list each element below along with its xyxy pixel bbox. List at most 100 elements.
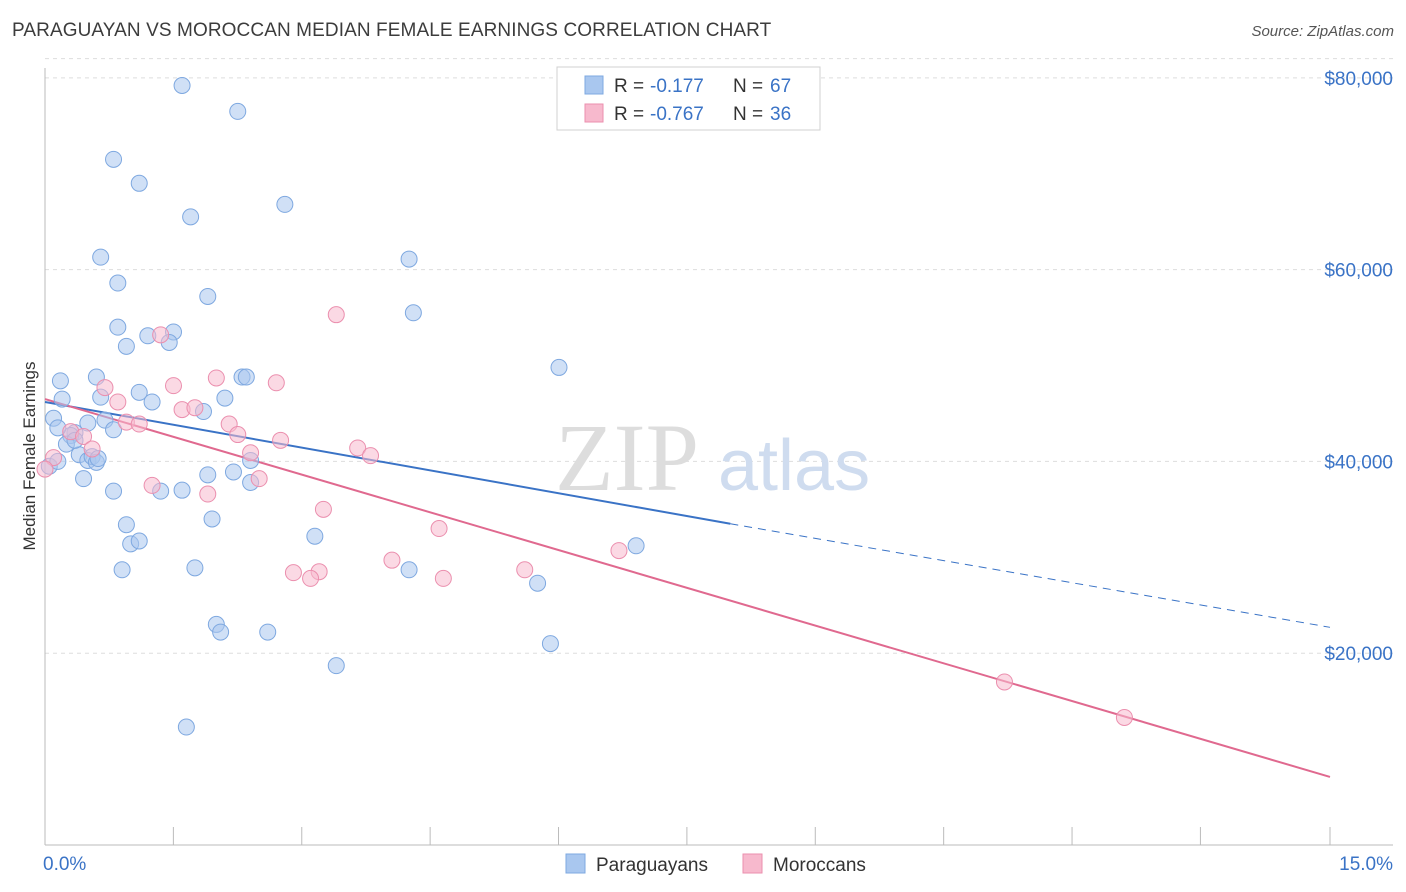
chart-title: PARAGUAYAN VS MOROCCAN MEDIAN FEMALE EAR… bbox=[12, 20, 772, 41]
moroccan-point-8 bbox=[186, 399, 204, 417]
moroccan-point-23 bbox=[143, 476, 161, 494]
moroccan-point-31 bbox=[302, 569, 320, 587]
paraguayan-point-42 bbox=[75, 470, 93, 488]
data-points bbox=[36, 76, 1133, 736]
moroccan-trend-line bbox=[44, 398, 1331, 778]
moroccan-point-32 bbox=[434, 569, 452, 587]
paraguayan-point-1 bbox=[229, 102, 247, 120]
y-tick-label-3: $80,000 bbox=[1324, 69, 1393, 90]
paraguayan-point-55 bbox=[400, 561, 418, 579]
legend-r-label-2: R = bbox=[614, 104, 644, 125]
legend-bottom: Paraguayans Moroccans bbox=[565, 853, 866, 876]
paraguayan-point-47 bbox=[203, 510, 221, 528]
moroccan-point-19 bbox=[362, 447, 380, 465]
moroccan-point-20 bbox=[45, 449, 63, 467]
paraguayan-point-52 bbox=[627, 537, 645, 555]
paraguayan-point-2 bbox=[105, 150, 123, 168]
legend-top: R = -0.177 N = 67 R = -0.767 N = 36 bbox=[556, 66, 821, 131]
watermark-atlas: atlas bbox=[718, 426, 870, 506]
legend-n-label-2: N = bbox=[733, 104, 763, 125]
moroccan-point-15 bbox=[272, 431, 290, 449]
paraguayan-point-24 bbox=[143, 393, 161, 411]
paraguayan-point-48 bbox=[117, 516, 135, 534]
paraguayan-point-43 bbox=[105, 482, 123, 500]
paraguayan-point-0 bbox=[173, 76, 191, 94]
paraguayan-point-58 bbox=[212, 623, 230, 641]
paraguayan-point-3 bbox=[130, 174, 148, 192]
paraguayan-point-50 bbox=[130, 532, 148, 550]
source-credit: Source: ZipAtlas.com bbox=[1251, 23, 1394, 40]
legend-swatch-moroccans bbox=[584, 103, 604, 123]
paraguayan-point-61 bbox=[327, 657, 345, 675]
x-tick-label-start: 0.0% bbox=[43, 854, 86, 875]
watermark: ZIP atlas bbox=[555, 404, 870, 511]
paraguayan-point-9 bbox=[199, 287, 217, 305]
moroccan-point-22 bbox=[250, 470, 268, 488]
moroccan-point-1 bbox=[152, 326, 170, 344]
moroccan-point-4 bbox=[96, 379, 114, 397]
moroccan-point-33 bbox=[516, 561, 534, 579]
paraguayan-point-53 bbox=[113, 561, 131, 579]
paraguayan-point-16 bbox=[550, 358, 568, 376]
paraguayan-point-56 bbox=[529, 574, 547, 592]
moroccan-point-6 bbox=[109, 393, 127, 411]
paraguayan-point-21 bbox=[130, 383, 148, 401]
y-tick-label-1: $40,000 bbox=[1324, 452, 1393, 473]
moroccan-point-28 bbox=[383, 551, 401, 569]
paraguayan-point-15 bbox=[117, 337, 135, 355]
moroccan-point-16 bbox=[349, 439, 367, 457]
paraguayan-trend-extension bbox=[730, 523, 1331, 628]
moroccan-point-13 bbox=[229, 426, 247, 444]
paraguayan-point-40 bbox=[199, 466, 217, 484]
paraguayan-point-60 bbox=[541, 635, 559, 653]
moroccan-point-21 bbox=[36, 460, 54, 478]
paraguayan-point-7 bbox=[400, 250, 418, 268]
moroccan-point-35 bbox=[1115, 708, 1133, 726]
paraguayan-point-22 bbox=[53, 390, 71, 408]
moroccan-point-5 bbox=[165, 377, 182, 395]
legend-n-label-1: N = bbox=[733, 76, 763, 97]
axes bbox=[44, 68, 1393, 846]
paraguayan-point-17 bbox=[51, 372, 69, 390]
legend-n-value-2: 36 bbox=[770, 104, 791, 125]
moroccan-point-34 bbox=[995, 673, 1013, 691]
paraguayan-point-6 bbox=[92, 248, 110, 266]
y-tick-label-2: $60,000 bbox=[1324, 261, 1393, 282]
legend-r-value-1: -0.177 bbox=[650, 76, 704, 97]
paraguayan-point-4 bbox=[182, 208, 200, 226]
watermark-zip: ZIP bbox=[555, 404, 699, 511]
moroccan-point-2 bbox=[207, 369, 225, 387]
moroccan-point-14 bbox=[75, 427, 93, 445]
x-tick-labels: 0.0% 15.0% bbox=[43, 854, 1393, 875]
legend-n-value-1: 67 bbox=[770, 76, 791, 97]
paraguayan-point-26 bbox=[216, 389, 234, 407]
paraguayan-point-30 bbox=[105, 421, 123, 439]
y-tick-labels: $20,000 $40,000 $60,000 $80,000 bbox=[1324, 69, 1393, 665]
moroccan-point-0 bbox=[327, 306, 345, 324]
paraguayan-point-41 bbox=[224, 463, 242, 481]
legend-bottom-swatch-moroccans bbox=[742, 853, 763, 874]
grid-lines bbox=[45, 58, 1393, 654]
moroccan-point-18 bbox=[242, 444, 260, 462]
paraguayan-point-10 bbox=[404, 304, 422, 322]
moroccan-point-17 bbox=[83, 440, 101, 458]
x-tick-label-end: 15.0% bbox=[1339, 854, 1393, 875]
paraguayan-point-11 bbox=[109, 318, 127, 336]
paraguayan-point-62 bbox=[177, 718, 195, 736]
paraguayan-point-5 bbox=[276, 195, 294, 213]
moroccan-point-3 bbox=[267, 374, 285, 392]
legend-swatch-paraguayans bbox=[584, 75, 604, 95]
paraguayan-point-45 bbox=[173, 481, 191, 499]
moroccan-point-27 bbox=[610, 542, 628, 560]
paraguayan-point-51 bbox=[306, 527, 324, 545]
moroccan-point-24 bbox=[199, 485, 217, 503]
moroccan-point-10 bbox=[130, 415, 148, 433]
paraguayan-point-8 bbox=[109, 274, 127, 292]
moroccan-point-26 bbox=[430, 520, 448, 538]
moroccan-point-25 bbox=[314, 500, 332, 518]
moroccan-point-29 bbox=[284, 564, 302, 582]
legend-bottom-label-moroccans: Moroccans bbox=[773, 855, 866, 876]
paraguayan-point-59 bbox=[259, 623, 277, 641]
paraguayan-trend-line bbox=[44, 400, 731, 525]
